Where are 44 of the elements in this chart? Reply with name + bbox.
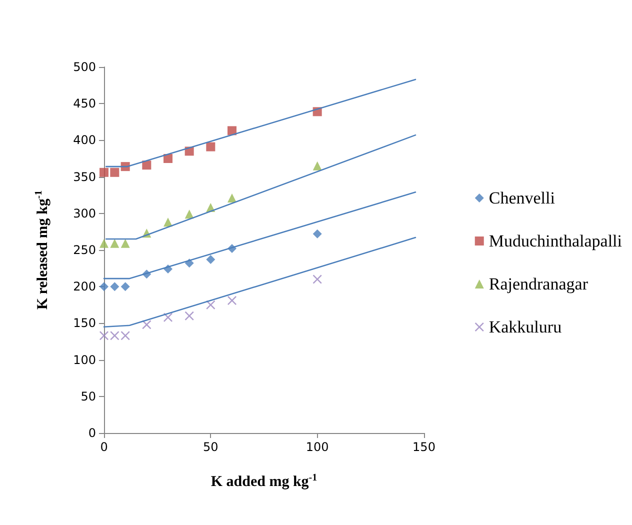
point xyxy=(142,320,152,330)
point xyxy=(184,311,194,320)
y-tick-label: 250 xyxy=(73,243,96,257)
point xyxy=(164,154,172,163)
point xyxy=(206,300,216,310)
point xyxy=(120,238,130,248)
y-tick-label: 0 xyxy=(88,426,96,440)
point xyxy=(206,255,216,264)
point xyxy=(120,282,130,292)
point xyxy=(312,229,322,238)
y-tick-label: 300 xyxy=(73,206,96,220)
point xyxy=(100,168,108,177)
legend-label: Muduchinthalapalli xyxy=(488,232,622,250)
point xyxy=(228,194,236,203)
y-axis-title: K released mg kg-1 xyxy=(34,190,51,310)
x-tick-label: 50 xyxy=(203,440,218,454)
y-tick-label: 400 xyxy=(73,133,96,148)
x-tick-label: 0 xyxy=(100,440,108,454)
point xyxy=(142,160,152,170)
legend-label: Rajendranagar xyxy=(488,274,588,294)
y-tick-label: 200 xyxy=(73,280,96,294)
point xyxy=(312,161,322,170)
point xyxy=(110,168,120,177)
point xyxy=(206,142,216,152)
y-tick-label: 500 xyxy=(73,60,96,74)
point xyxy=(100,331,108,340)
point xyxy=(228,126,236,136)
point xyxy=(164,218,172,227)
point xyxy=(110,282,120,292)
point xyxy=(100,238,108,248)
point xyxy=(110,331,120,340)
y-tick-label: 150 xyxy=(73,316,96,330)
legend-label: Chenvelli xyxy=(488,188,556,208)
y-tick-label: 50 xyxy=(80,389,96,404)
x-tick-label: 150 xyxy=(412,440,436,454)
point xyxy=(164,312,172,322)
y-tick-label: 350 xyxy=(73,170,96,184)
x-tick-label: 100 xyxy=(306,440,329,454)
y-tick-label: 450 xyxy=(73,96,96,111)
point xyxy=(110,238,120,248)
point xyxy=(120,331,130,340)
point xyxy=(100,282,108,292)
y-tick-label: 100 xyxy=(73,352,96,367)
legend-label: Kakkuluru xyxy=(488,318,562,336)
